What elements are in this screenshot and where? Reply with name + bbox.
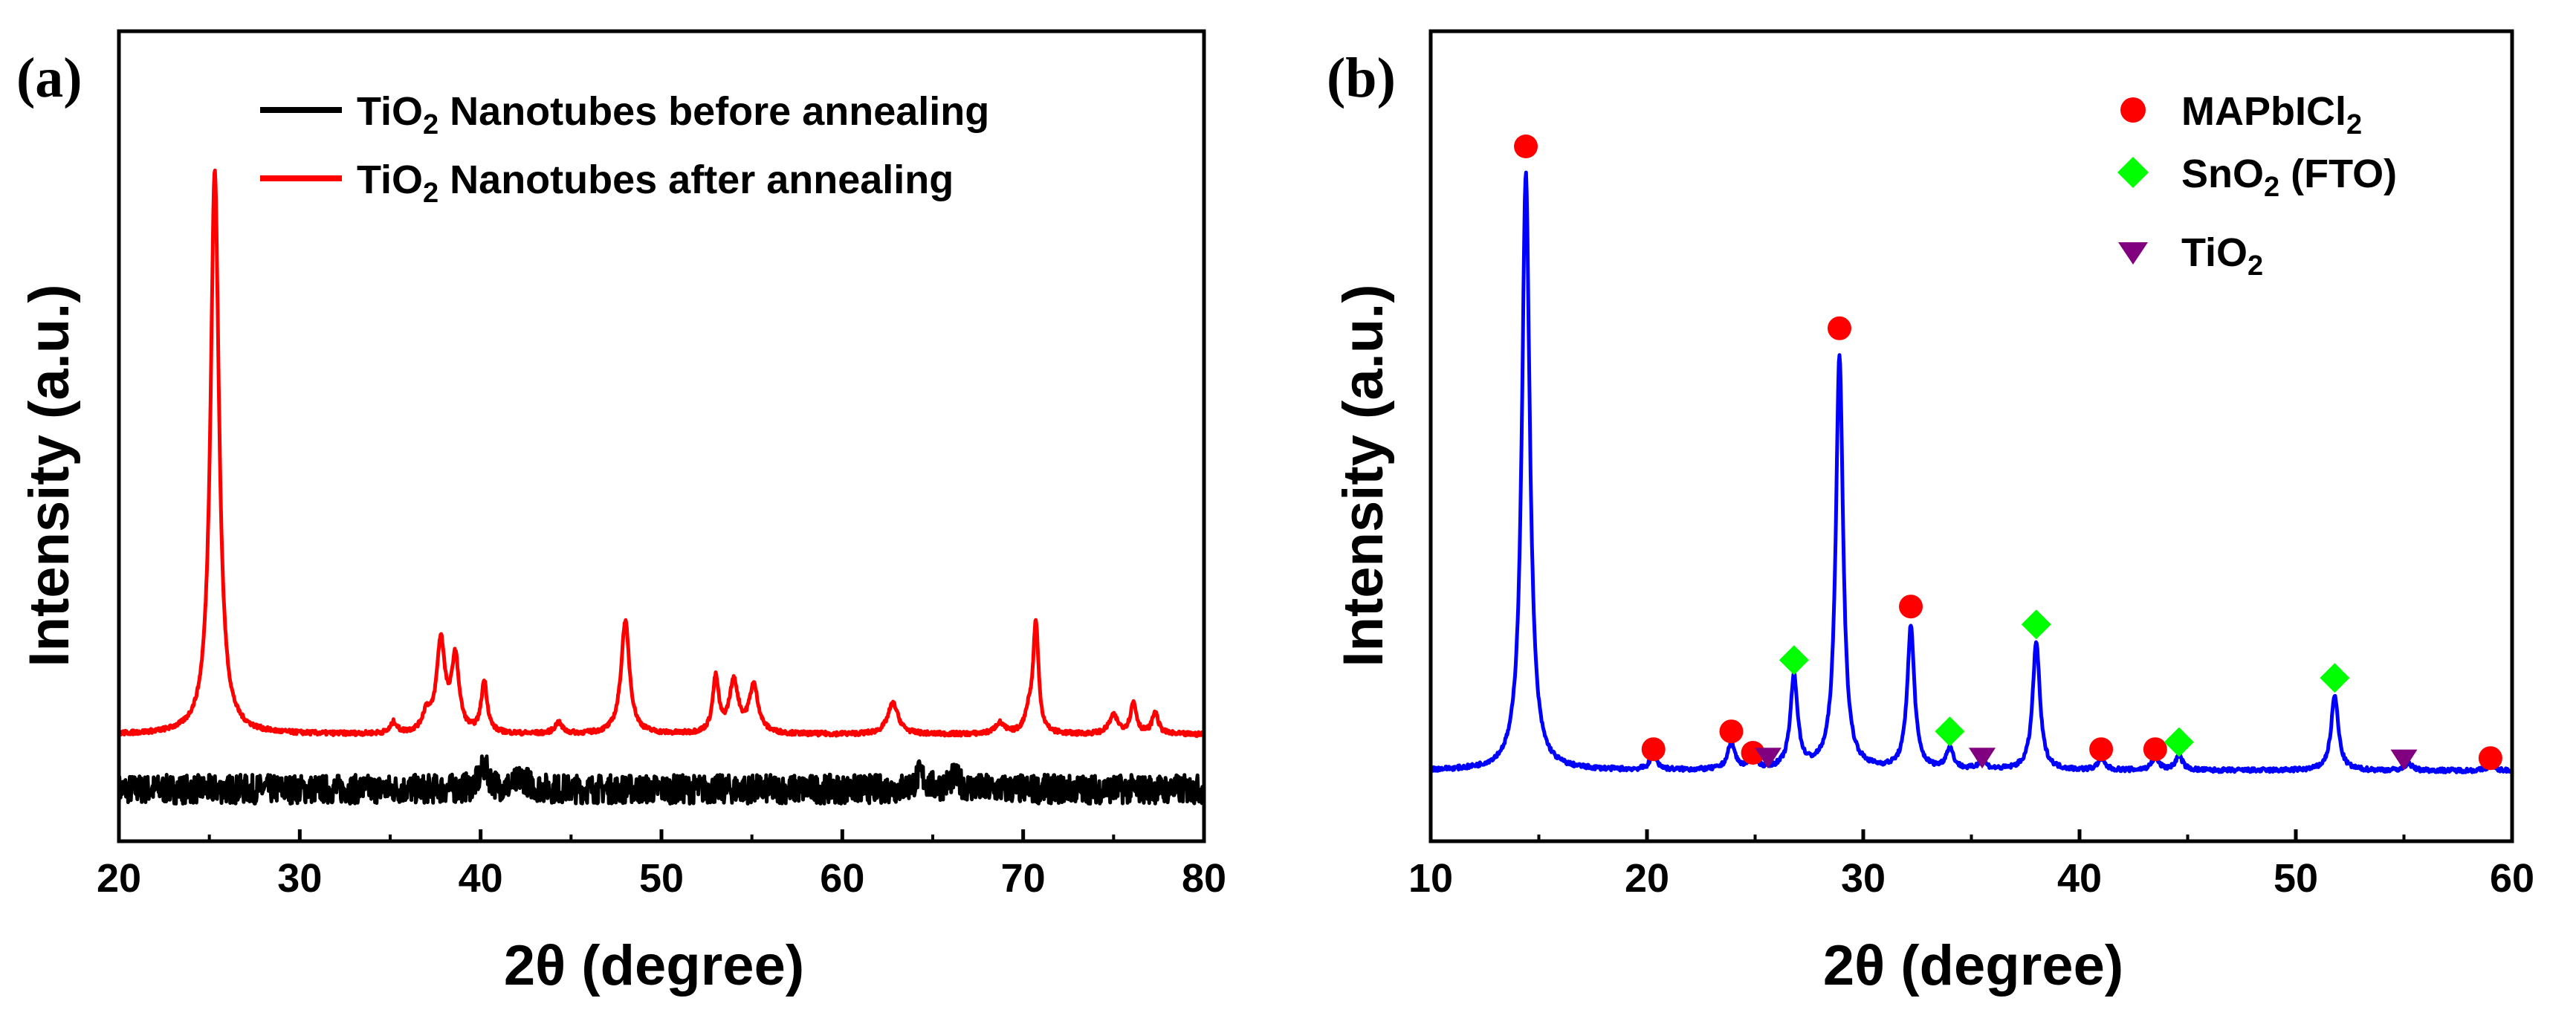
x-tick-label-1-4: 50 bbox=[2274, 856, 2318, 901]
marker-triangle-down-2-2 bbox=[2390, 749, 2418, 771]
legend-item-before: TiO2 Nanotubes before annealing bbox=[260, 89, 989, 140]
panel-a-series bbox=[117, 168, 1206, 806]
panel-a-legend: TiO2 Nanotubes before annealing TiO2 Nan… bbox=[260, 89, 989, 209]
legend-marker-mapbicl2 bbox=[2120, 97, 2146, 123]
panel-a-ylabel: Intensity (a.u.) bbox=[18, 284, 81, 667]
marker-diamond-1-0 bbox=[1779, 645, 1809, 676]
panel-b: (b) Intensity (a.u.) 2θ (degree) 10 20 30 4… bbox=[1327, 29, 2534, 997]
x-tick-label-0-3: 50 bbox=[639, 856, 684, 901]
marker-diamond-1-2 bbox=[2021, 609, 2051, 640]
legend-item-tio2: TiO2 bbox=[2118, 230, 2263, 282]
legend-item-after: TiO2 Nanotubes after annealing bbox=[260, 158, 954, 209]
x-tick-label-1-2: 30 bbox=[1841, 856, 1886, 901]
x-tick-label-1-0: 10 bbox=[1408, 856, 1453, 901]
marker-circle-0-1 bbox=[1641, 737, 1666, 762]
panel-b-frame bbox=[1428, 29, 2514, 843]
panel-b-legend: MAPbICl2 SnO2 (FTO) TiO2 bbox=[2117, 89, 2397, 282]
marker-circle-0-0 bbox=[1514, 135, 1538, 158]
marker-circle-0-2 bbox=[1719, 719, 1744, 744]
panel-a-ticks: 20 30 40 50 60 70 80 bbox=[97, 829, 1226, 901]
marker-circle-0-3 bbox=[1741, 741, 1765, 765]
x-tick-label-0-4: 60 bbox=[820, 856, 864, 901]
panel-b-markers bbox=[1514, 135, 2502, 771]
legend-item-sno2: SnO2 (FTO) bbox=[2117, 152, 2397, 203]
legend-label-mapbicl2: MAPbICl2 bbox=[2181, 89, 2362, 140]
x-tick-label-1-5: 60 bbox=[2490, 856, 2534, 901]
marker-circle-0-6 bbox=[2089, 737, 2114, 762]
marker-diamond-1-1 bbox=[1935, 716, 1965, 747]
marker-diamond-1-4 bbox=[2320, 663, 2350, 693]
x-tick-label-1-1: 20 bbox=[1625, 856, 1669, 901]
panel-a-label: (a) bbox=[16, 47, 82, 109]
x-tick-label-0-5: 70 bbox=[1001, 856, 1046, 901]
legend-item-mapbicl2: MAPbICl2 bbox=[2120, 89, 2362, 140]
marker-circle-0-7 bbox=[2143, 737, 2167, 762]
x-tick-label-0-6: 80 bbox=[1182, 856, 1226, 901]
panel-a-xlabel: 2θ (degree) bbox=[504, 934, 804, 997]
panel-b-xlabel: 2θ (degree) bbox=[1823, 934, 2123, 997]
x-tick-label-0-0: 20 bbox=[97, 856, 141, 901]
panel-b-ticks: 10 20 30 40 50 60 bbox=[1408, 829, 2534, 901]
panel-b-label: (b) bbox=[1327, 47, 1396, 109]
panel-b-series bbox=[1428, 170, 2514, 774]
x-tick-label-1-3: 40 bbox=[2057, 856, 2102, 901]
legend-label-before: TiO2 Nanotubes before annealing bbox=[357, 89, 989, 140]
legend-label-after: TiO2 Nanotubes after annealing bbox=[357, 158, 954, 209]
x-tick-label-0-2: 40 bbox=[459, 856, 503, 901]
marker-triangle-down-2-1 bbox=[1969, 748, 1996, 769]
marker-circle-0-4 bbox=[1827, 316, 1851, 340]
legend-marker-sno2 bbox=[2117, 157, 2149, 188]
panel-a: (a) Intensity (a.u.) 2θ (degree) 20 30 40 5… bbox=[16, 29, 1226, 997]
panel-a-frame bbox=[117, 29, 1206, 843]
marker-triangle-down-2-0 bbox=[1754, 748, 1781, 769]
marker-circle-0-5 bbox=[1899, 595, 1923, 619]
series-line-0-0 bbox=[117, 754, 1206, 806]
marker-diamond-1-3 bbox=[2164, 727, 2194, 757]
series-line-0-1 bbox=[117, 168, 1206, 739]
legend-marker-tio2 bbox=[2118, 242, 2148, 265]
panel-b-ylabel: Intensity (a.u.) bbox=[1332, 284, 1395, 667]
series-line-1-0 bbox=[1428, 170, 2514, 774]
legend-label-tio2: TiO2 bbox=[2181, 230, 2263, 282]
legend-label-sno2: SnO2 (FTO) bbox=[2181, 152, 2397, 203]
x-tick-label-0-1: 30 bbox=[277, 856, 322, 901]
marker-circle-0-8 bbox=[2478, 746, 2502, 771]
